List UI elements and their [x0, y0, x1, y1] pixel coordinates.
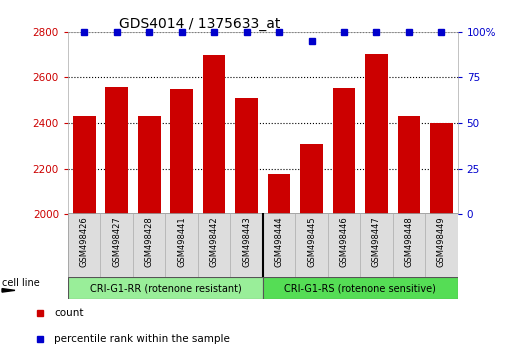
- Bar: [235, 98, 258, 214]
- Bar: [365, 53, 388, 214]
- Bar: [263, 277, 458, 299]
- Text: GSM498426: GSM498426: [79, 217, 89, 267]
- Text: count: count: [54, 308, 84, 318]
- Text: GSM498447: GSM498447: [372, 217, 381, 267]
- Bar: [268, 174, 290, 214]
- Text: GSM498428: GSM498428: [145, 217, 154, 267]
- Polygon shape: [2, 289, 15, 292]
- Bar: [397, 116, 420, 214]
- Bar: [68, 277, 263, 299]
- Text: GDS4014 / 1375633_at: GDS4014 / 1375633_at: [119, 17, 280, 31]
- Text: GSM498427: GSM498427: [112, 217, 121, 267]
- Text: cell line: cell line: [2, 278, 40, 288]
- Text: CRI-G1-RR (rotenone resistant): CRI-G1-RR (rotenone resistant): [89, 283, 241, 293]
- Text: GSM498441: GSM498441: [177, 217, 186, 267]
- Bar: [300, 143, 323, 214]
- Text: GSM498442: GSM498442: [210, 217, 219, 267]
- Text: GSM498445: GSM498445: [307, 217, 316, 267]
- Bar: [105, 87, 128, 214]
- Bar: [170, 89, 193, 214]
- Bar: [138, 116, 161, 214]
- Text: GSM498444: GSM498444: [275, 217, 283, 267]
- Text: GSM498446: GSM498446: [339, 217, 348, 267]
- Text: CRI-G1-RS (rotenone sensitive): CRI-G1-RS (rotenone sensitive): [285, 283, 436, 293]
- Bar: [203, 55, 225, 214]
- Text: GSM498448: GSM498448: [404, 217, 413, 267]
- Text: GSM498443: GSM498443: [242, 217, 251, 267]
- Bar: [430, 123, 453, 214]
- Text: GSM498449: GSM498449: [437, 217, 446, 267]
- Bar: [73, 116, 96, 214]
- Text: percentile rank within the sample: percentile rank within the sample: [54, 334, 230, 344]
- Bar: [333, 88, 355, 214]
